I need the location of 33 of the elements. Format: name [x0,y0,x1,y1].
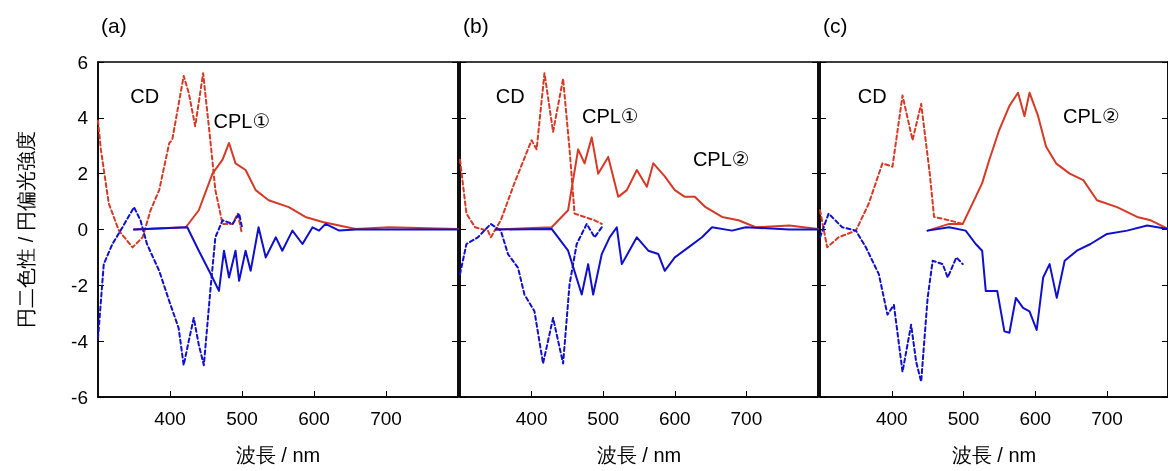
y-tick-label: 4 [77,107,89,129]
x-tick-label: 700 [1091,408,1123,429]
y-tick-label: -4 [71,330,89,352]
x-tick-label: 400 [154,408,186,429]
annotation: CPL② [1063,104,1120,127]
x-tick-label: 700 [730,408,763,429]
x-tick-label: 500 [947,408,980,429]
x-tick-label: 400 [875,408,908,429]
x-tick-label: 700 [370,408,402,429]
annotation: CD [495,84,525,107]
annotation: CPL① [213,109,271,132]
x-tick-label: 500 [587,408,620,429]
x-axis-title: 波長 / nm [951,444,1037,466]
annotation: CPL① [581,104,639,127]
y-axis-title: 円二色性 / 円偏光強度 [15,131,37,328]
x-tick-label: 500 [226,408,258,429]
x-tick-label: 600 [298,408,330,429]
annotation: CPL② [692,148,750,171]
chart-title: (b) [463,14,489,37]
y-tick-label: 2 [77,163,88,185]
x-tick-label: 600 [658,408,691,429]
y-tick-label: 0 [77,219,88,240]
annotation: CD [857,84,887,107]
x-axis-title: 波長 / nm [596,444,682,466]
y-tick-label: -6 [71,386,88,408]
y-tick-label: -2 [71,274,88,296]
x-tick-label: 400 [515,408,548,429]
x-tick-label: 600 [1019,408,1052,429]
y-tick-label: 6 [77,51,88,73]
x-axis-title: 波長 / nm [235,444,321,466]
chart-title: (c) [823,14,848,37]
chart-title: (a) [101,14,127,37]
annotation: CD [130,84,160,107]
